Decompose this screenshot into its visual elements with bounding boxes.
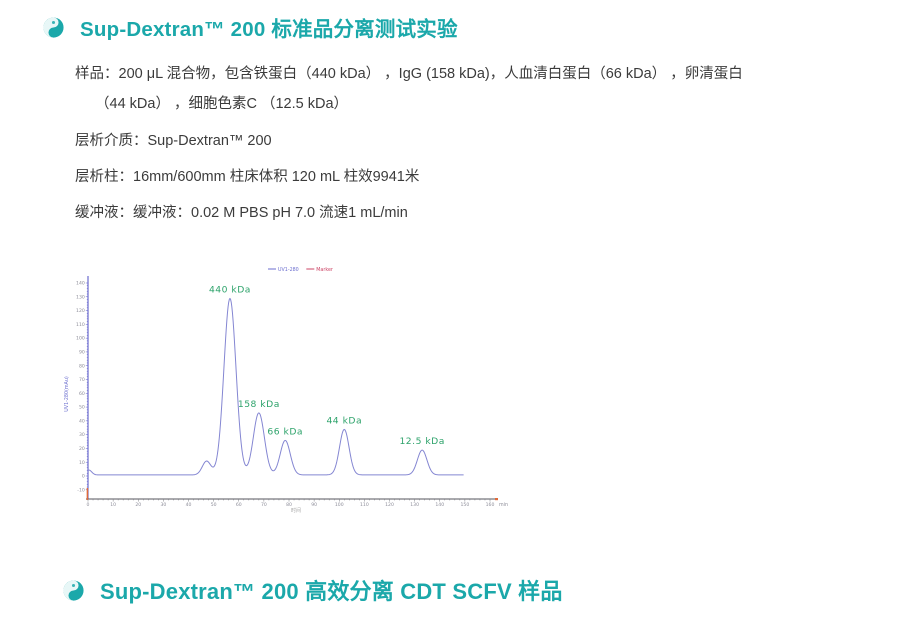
chromatogram-chart: -10 0 10 20 30 40 50 60 70 80 90 100 110 120 130 140 UV1… (62, 262, 510, 514)
svg-text:44 kDa: 44 kDa (326, 415, 362, 426)
svg-text:130: 130 (76, 294, 85, 300)
svg-text:150: 150 (460, 502, 469, 508)
svg-text:10: 10 (79, 460, 85, 466)
peak-labels: 440 kDa 158 kDa 66 kDa 44 kDa 12.5 kDa (209, 284, 444, 447)
svg-text:70: 70 (79, 377, 85, 383)
svg-text:90: 90 (311, 502, 317, 508)
svg-text:50: 50 (79, 405, 85, 411)
svg-text:80: 80 (286, 502, 292, 508)
svg-text:100: 100 (335, 502, 344, 508)
svg-text:80: 80 (79, 363, 85, 369)
brand-swirl-icon (63, 579, 84, 601)
svg-text:140: 140 (435, 502, 444, 508)
svg-text:70: 70 (261, 502, 267, 508)
svg-text:158 kDa: 158 kDa (238, 399, 280, 410)
section1-heading: Sup-Dextran™ 200 标准品分离测试实验 (42, 12, 458, 42)
section2-title: Sup-Dextran™ 200 高效分离 CDT SCFV 样品 (100, 579, 563, 604)
y-axis: -10 0 10 20 30 40 50 60 70 80 90 100 110 120 130 140 UV1… (64, 276, 89, 499)
svg-text:min: min (499, 502, 508, 508)
svg-text:30: 30 (79, 432, 85, 438)
svg-text:140: 140 (76, 281, 85, 287)
svg-text:30: 30 (160, 502, 166, 508)
svg-text:40: 40 (79, 418, 85, 424)
svg-text:60: 60 (79, 391, 85, 397)
svg-text:10: 10 (110, 502, 116, 508)
svg-text:110: 110 (76, 322, 85, 328)
svg-text:160: 160 (486, 502, 495, 508)
svg-text:时间: 时间 (291, 507, 301, 514)
sample-description-line: 样品：200 μL 混合物，包含铁蛋白（440 kDa） ，IgG (158 k… (75, 66, 743, 82)
svg-text:440 kDa: 440 kDa (209, 284, 251, 295)
svg-text:12.5 kDa: 12.5 kDa (399, 436, 444, 447)
svg-text:120: 120 (385, 502, 394, 508)
svg-text:120: 120 (76, 308, 85, 314)
chromatogram-svg: -100102030405060708090100110120130140UV1… (64, 267, 508, 514)
svg-text:66 kDa: 66 kDa (267, 426, 303, 437)
svg-text:0: 0 (82, 474, 85, 480)
svg-text:60: 60 (236, 502, 242, 508)
svg-text:90: 90 (79, 350, 85, 356)
legend: UV1-280 Marker (268, 267, 333, 273)
buffer-line: 缓冲液：缓冲液：0.02 M PBS pH 7.0 流速1 mL/min (75, 205, 408, 221)
svg-text:40: 40 (186, 502, 192, 508)
x-axis: 0 10 20 30 40 50 60 70 80 90 100 110 120 130 140 150 160… (86, 498, 508, 514)
section1-title: Sup-Dextran™ 200 标准品分离测试实验 (80, 18, 458, 41)
svg-text:Marker: Marker (316, 267, 333, 273)
section2-heading: Sup-Dextran™ 200 高效分离 CDT SCFV 样品 (62, 574, 563, 606)
column-line: 层析柱：16mm/600mm 柱床体积 120 mL 柱效9941米 (75, 169, 420, 185)
svg-text:20: 20 (135, 502, 141, 508)
marker-ticks (86, 488, 498, 501)
series-uv1-280-curve (87, 297, 464, 476)
svg-text:50: 50 (211, 502, 217, 508)
svg-text:20: 20 (79, 446, 85, 452)
svg-text:-10: -10 (77, 487, 85, 493)
svg-text:130: 130 (410, 502, 419, 508)
svg-text:100: 100 (76, 336, 85, 342)
svg-text:UV1-280: UV1-280 (278, 267, 299, 273)
svg-text:0: 0 (87, 502, 90, 508)
svg-text:UV1-280(mAu): UV1-280(mAu) (64, 376, 70, 412)
svg-text:110: 110 (360, 502, 369, 508)
sample-description-wrap-line: （44 kDa） ，细胞色素C （12.5 kDa） (95, 96, 349, 112)
brand-swirl-icon (43, 16, 64, 38)
media-line: 层析介质：Sup-Dextran™ 200 (75, 133, 272, 149)
